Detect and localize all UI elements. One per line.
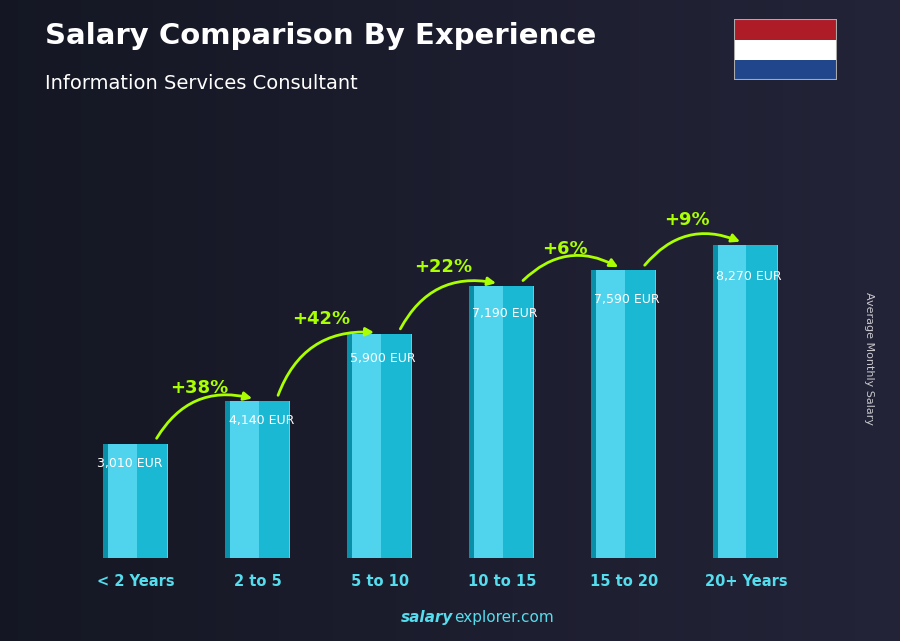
Text: Average Monthly Salary: Average Monthly Salary xyxy=(863,292,874,426)
Bar xyxy=(746,245,777,558)
Bar xyxy=(258,401,289,558)
Text: 4,140 EUR: 4,140 EUR xyxy=(229,413,294,426)
Bar xyxy=(137,444,167,558)
Text: +22%: +22% xyxy=(414,258,472,276)
Bar xyxy=(104,444,168,558)
Bar xyxy=(104,444,108,558)
Bar xyxy=(348,335,411,558)
Text: +9%: +9% xyxy=(664,211,709,229)
Bar xyxy=(469,285,474,558)
Bar xyxy=(591,271,596,558)
Bar xyxy=(734,40,837,60)
Bar xyxy=(347,335,352,558)
Text: 8,270 EUR: 8,270 EUR xyxy=(716,270,782,283)
Bar xyxy=(227,401,290,558)
Bar xyxy=(734,60,837,80)
Text: +42%: +42% xyxy=(292,310,350,328)
Bar xyxy=(625,271,655,558)
Text: Salary Comparison By Experience: Salary Comparison By Experience xyxy=(45,22,596,51)
Bar xyxy=(734,19,837,40)
Text: 7,190 EUR: 7,190 EUR xyxy=(472,307,538,320)
Text: +38%: +38% xyxy=(170,379,228,397)
Text: +6%: +6% xyxy=(542,240,588,258)
Bar xyxy=(381,335,411,558)
Text: Information Services Consultant: Information Services Consultant xyxy=(45,74,358,93)
Text: 7,590 EUR: 7,590 EUR xyxy=(594,294,660,306)
Text: salary: salary xyxy=(400,610,453,625)
Text: 3,010 EUR: 3,010 EUR xyxy=(97,458,163,470)
Bar xyxy=(713,245,718,558)
Bar xyxy=(592,271,655,558)
Text: explorer.com: explorer.com xyxy=(454,610,554,625)
Bar xyxy=(714,245,778,558)
Bar xyxy=(471,285,534,558)
Bar xyxy=(502,285,533,558)
Text: 5,900 EUR: 5,900 EUR xyxy=(350,352,416,365)
Bar xyxy=(225,401,230,558)
